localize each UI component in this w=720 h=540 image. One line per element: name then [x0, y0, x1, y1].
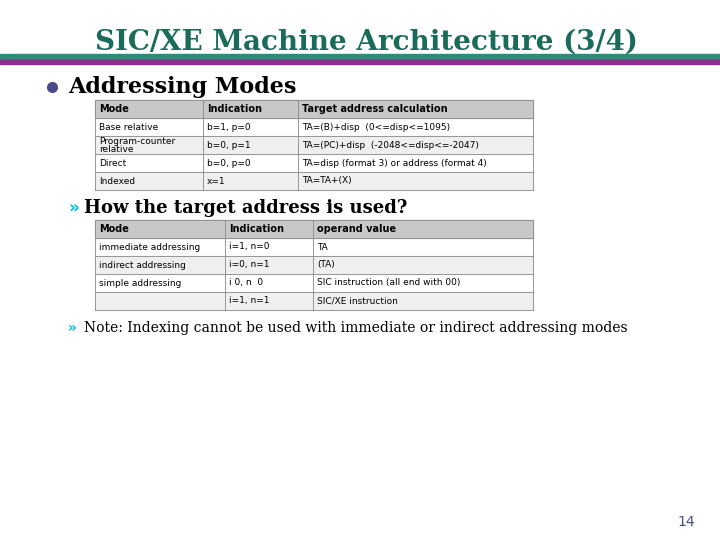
Bar: [0, 54, 720, 59]
Text: b=0, p=1: b=0, p=1: [207, 140, 251, 150]
Text: SIC/XE instruction: SIC/XE instruction: [317, 296, 398, 306]
Text: relative: relative: [99, 145, 133, 153]
Text: x=1: x=1: [207, 177, 225, 186]
Text: simple addressing: simple addressing: [99, 279, 181, 287]
Bar: [95, 256, 533, 274]
Text: (TA): (TA): [317, 260, 335, 269]
Text: SIC instruction (all end with 00): SIC instruction (all end with 00): [317, 279, 460, 287]
Text: SIC/XE Machine Architecture (3/4): SIC/XE Machine Architecture (3/4): [95, 29, 638, 56]
Text: b=0, p=0: b=0, p=0: [207, 159, 251, 167]
Text: operand value: operand value: [317, 224, 396, 234]
Text: Base relative: Base relative: [99, 123, 158, 132]
Bar: [95, 292, 533, 310]
Text: i=0, n=1: i=0, n=1: [229, 260, 269, 269]
Text: Addressing Modes: Addressing Modes: [68, 76, 297, 98]
Text: indirect addressing: indirect addressing: [99, 260, 186, 269]
Bar: [95, 220, 533, 238]
Text: i 0, n  0: i 0, n 0: [229, 279, 263, 287]
Text: Mode: Mode: [99, 104, 129, 114]
Text: Indication: Indication: [229, 224, 284, 234]
Text: immediate addressing: immediate addressing: [99, 242, 200, 252]
Bar: [95, 100, 533, 118]
Text: Indication: Indication: [207, 104, 262, 114]
Text: TA=(PC)+disp  (-2048<=disp<=-2047): TA=(PC)+disp (-2048<=disp<=-2047): [302, 140, 479, 150]
Text: 14: 14: [678, 515, 695, 529]
Text: i=1, n=1: i=1, n=1: [229, 296, 269, 306]
Text: Mode: Mode: [99, 224, 129, 234]
Text: How the target address is used?: How the target address is used?: [84, 199, 408, 217]
Text: Note: Indexing cannot be used with immediate or indirect addressing modes: Note: Indexing cannot be used with immed…: [84, 321, 628, 335]
Text: Direct: Direct: [99, 159, 126, 167]
Text: i=1, n=0: i=1, n=0: [229, 242, 269, 252]
Text: Target address calculation: Target address calculation: [302, 104, 448, 114]
Text: »: »: [68, 199, 78, 217]
Text: TA=TA+(X): TA=TA+(X): [302, 177, 351, 186]
Bar: [95, 136, 533, 154]
Bar: [95, 172, 533, 190]
Text: TA=(B)+disp  (0<=disp<=1095): TA=(B)+disp (0<=disp<=1095): [302, 123, 450, 132]
Text: »: »: [68, 321, 77, 335]
Text: Program-counter: Program-counter: [99, 137, 175, 145]
Text: TA=disp (format 3) or address (format 4): TA=disp (format 3) or address (format 4): [302, 159, 487, 167]
Text: Indexed: Indexed: [99, 177, 135, 186]
Text: TA: TA: [317, 242, 328, 252]
Text: b=1, p=0: b=1, p=0: [207, 123, 251, 132]
Bar: [0, 60, 720, 64]
